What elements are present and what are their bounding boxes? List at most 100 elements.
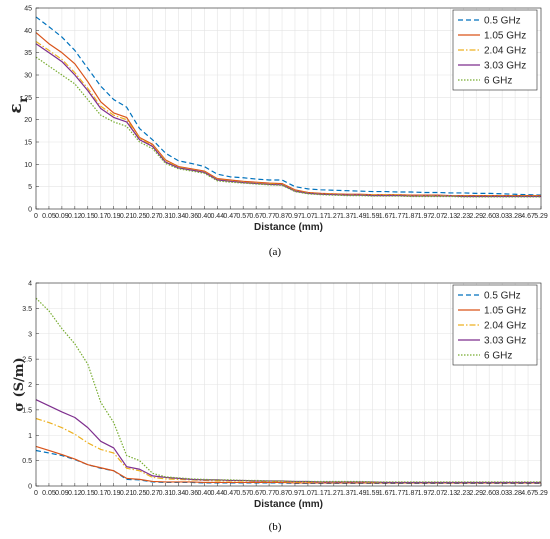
x-tick-label: 1.87	[405, 490, 419, 497]
x-tick-label: 3.03	[495, 213, 509, 220]
series-line-1	[35, 16, 542, 196]
x-tick-label: 1.27	[327, 490, 341, 497]
x-tick-label: 2.13	[444, 213, 458, 220]
x-tick-label: 4.67	[521, 490, 535, 497]
x-tick-label: 0.87	[275, 490, 289, 497]
x-tick-label: 0	[34, 213, 38, 220]
y-tick-label: 2.5	[22, 357, 32, 364]
x-tick-label: 5.29	[534, 213, 548, 220]
x-tick-label: 0.05	[42, 213, 56, 220]
y-tick-label: 1	[28, 433, 32, 440]
x-tick-label: 0.97	[288, 490, 302, 497]
x-tick-label: 0.36	[185, 490, 199, 497]
x-tick-label: 0.44	[210, 213, 224, 220]
y-tick-label: 30	[24, 73, 32, 80]
x-tick-label: 0.25	[133, 490, 147, 497]
panel-caption: (b)	[269, 521, 282, 533]
x-tick-label: 1.77	[392, 490, 406, 497]
x-tick-label: 0.77	[262, 213, 276, 220]
x-tick-label: 0.05	[42, 490, 56, 497]
y-tick-label: 0.5	[22, 458, 32, 465]
x-tick-label: 0.15	[81, 490, 95, 497]
x-tick-label: 0.87	[275, 213, 289, 220]
legend-label-3: 2.04 GHz	[484, 321, 526, 332]
x-tick-label: 3.28	[508, 490, 522, 497]
y-tick-label: 4	[28, 281, 32, 288]
y-tick-label: 0	[28, 484, 32, 491]
x-tick-label: 1.97	[418, 490, 432, 497]
y-tick-label: 40	[24, 28, 32, 35]
x-tick-label: 0.09	[55, 213, 69, 220]
y-axis-label-subscript: r	[16, 96, 30, 103]
legend-label-1: 0.5 GHz	[484, 291, 521, 302]
chart-panel-b: 0 0.05 0.09 0.12 0.15 0.17 0.19 0.21 0.25 0.27 0.3…	[12, 281, 548, 534]
x-tick-label: 2.29	[469, 490, 483, 497]
x-tick-label: 0.47	[223, 213, 237, 220]
legend-label-5: 6 GHz	[484, 351, 512, 362]
x-tick-label: 0.57	[236, 490, 250, 497]
x-tick-label: 0.21	[120, 213, 134, 220]
x-tick-label: 2.60	[482, 490, 496, 497]
x-tick-label: 0.15	[81, 213, 95, 220]
x-axis-label: Distance (mm)	[254, 222, 323, 233]
x-tick-label: 3.28	[508, 213, 522, 220]
legend-label-2: 1.05 GHz	[484, 306, 526, 317]
legend-label-1: 0.5 GHz	[484, 16, 521, 27]
x-tick-label: 0.12	[68, 490, 82, 497]
y-tick-label: 10	[24, 162, 32, 169]
x-tick-label: 0.21	[120, 490, 134, 497]
legend-label-2: 1.05 GHz	[484, 31, 526, 42]
x-tick-label: 1.37	[340, 490, 354, 497]
x-tick-label: 1.27	[327, 213, 341, 220]
x-tick-label: 1.87	[405, 213, 419, 220]
x-tick-label: 5.29	[534, 490, 548, 497]
y-tick-label: 20	[24, 117, 32, 124]
chart-panel-a: 0 0.05 0.09 0.12 0.15 0.17 0.19 0.21 0.25 0.27 0.3…	[6, 6, 548, 259]
y-tick-label: 25	[24, 95, 32, 102]
series-line-5	[35, 297, 541, 483]
x-tick-label: 1.97	[418, 213, 432, 220]
x-tick-label: 0.67	[249, 490, 263, 497]
x-tick-label: 2.23	[456, 490, 470, 497]
x-tick-label: 0.09	[55, 490, 69, 497]
x-tick-label: 0.31	[159, 213, 173, 220]
x-tick-label: 0.36	[185, 213, 199, 220]
x-tick-label: 0.12	[68, 213, 82, 220]
x-tick-label: 1.17	[314, 490, 328, 497]
series-line-5	[35, 56, 541, 198]
legend-label-3: 2.04 GHz	[484, 46, 526, 57]
x-tick-label: 1.07	[301, 490, 315, 497]
x-tick-label: 3.03	[495, 490, 509, 497]
panel-caption: (a)	[269, 246, 282, 258]
x-tick-label: 2.13	[444, 490, 458, 497]
axes-box	[35, 7, 542, 210]
y-tick-label: 1.5	[22, 407, 32, 414]
x-tick-label: 2.60	[482, 213, 496, 220]
x-tick-label: 0.97	[288, 213, 302, 220]
x-tick-label: 0.25	[133, 213, 147, 220]
x-tick-label: 1.67	[379, 213, 393, 220]
x-tick-label: 1.37	[340, 213, 354, 220]
y-tick-label: 45	[24, 6, 32, 13]
x-tick-label: 0.77	[262, 490, 276, 497]
y-tick-label: 35	[24, 50, 32, 57]
x-axis-label: Distance (mm)	[254, 499, 323, 510]
x-tick-label: 0.47	[223, 490, 237, 497]
x-tick-label: 1.07	[301, 213, 315, 220]
x-tick-label: 0.40	[198, 490, 212, 497]
x-tick-label: 2.07	[431, 490, 445, 497]
x-tick-label: 1.77	[392, 213, 406, 220]
x-tick-label: 0.31	[159, 490, 173, 497]
y-tick-label: 5	[28, 184, 32, 191]
x-tick-label: 1.49	[353, 490, 367, 497]
x-tick-label: 1.49	[353, 213, 367, 220]
x-tick-label: 4.67	[521, 213, 535, 220]
y-tick-label: 3.5	[22, 306, 32, 313]
x-tick-label: 0.27	[146, 490, 160, 497]
x-tick-label: 0.19	[107, 213, 121, 220]
y-tick-label: 2	[28, 382, 32, 389]
x-tick-label: 2.07	[431, 213, 445, 220]
x-tick-label: 0.34	[172, 213, 186, 220]
y-tick-label: 15	[24, 140, 32, 147]
